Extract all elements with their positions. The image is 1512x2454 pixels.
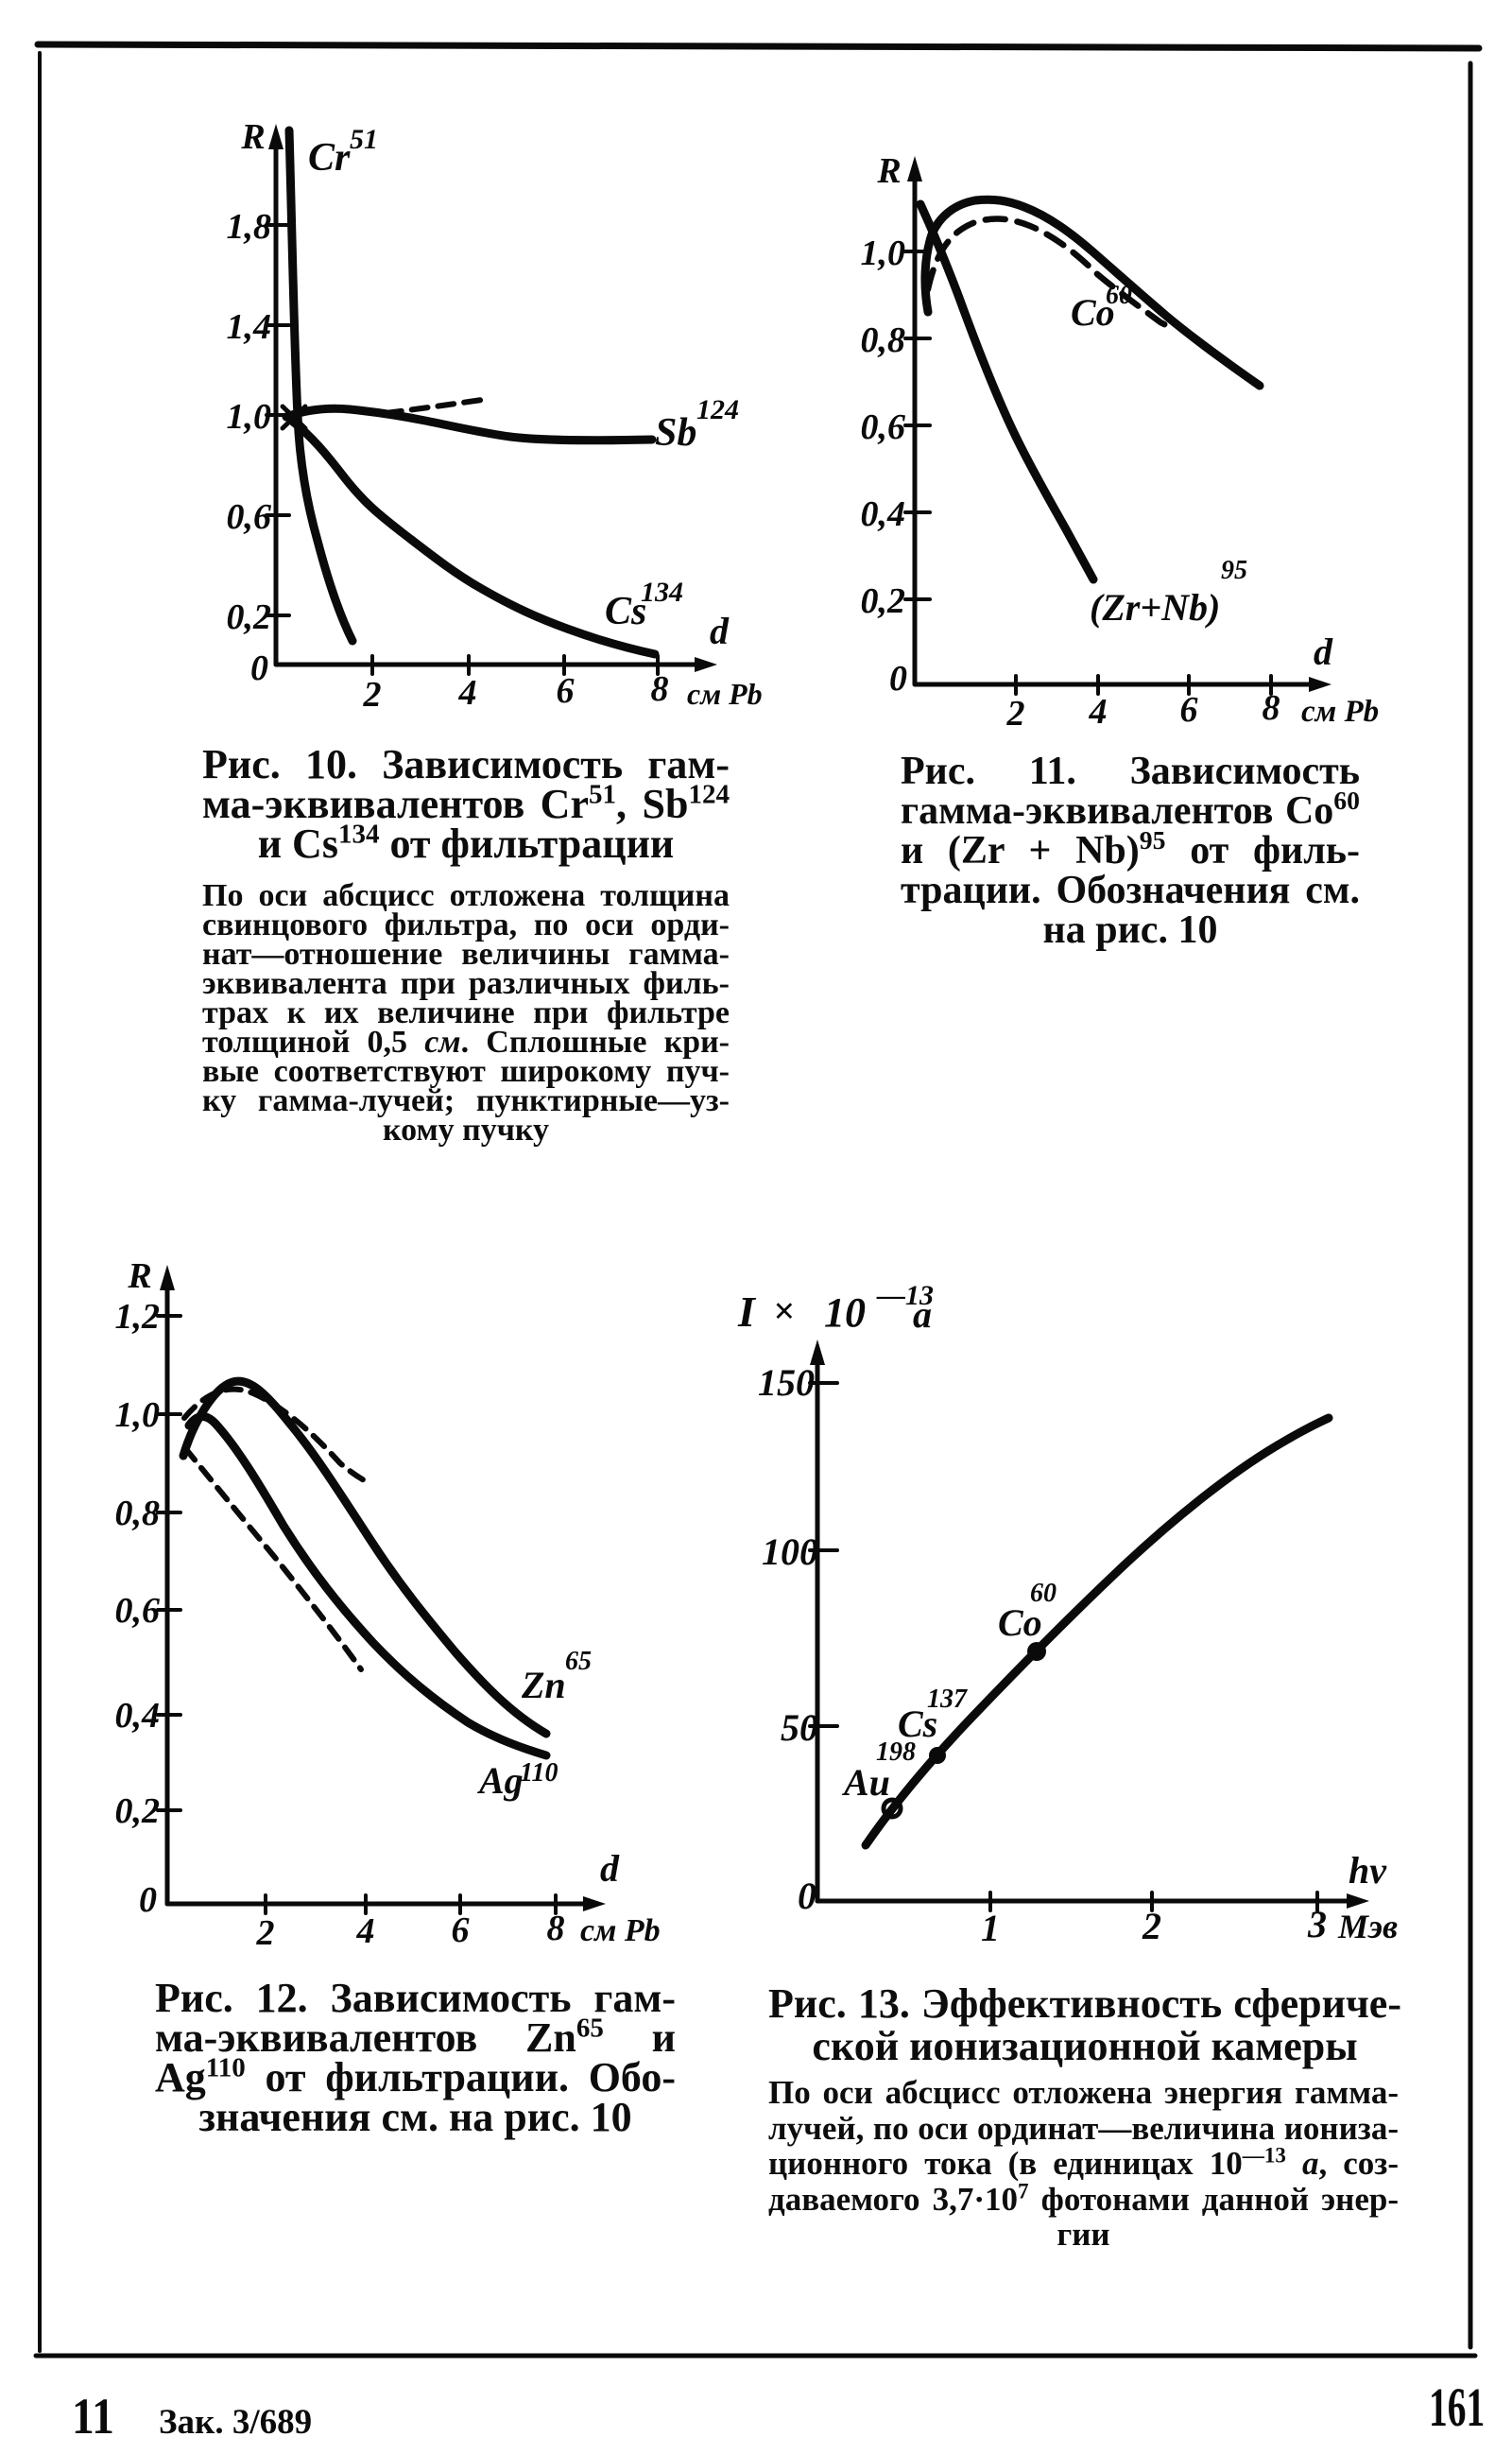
svg-text:I: I	[737, 1287, 757, 1336]
svg-text:0,6: 0,6	[227, 497, 272, 537]
svg-text:Cr: Cr	[308, 136, 351, 180]
svg-text:0,6: 0,6	[115, 1591, 161, 1631]
svg-text:2: 2	[363, 675, 382, 715]
svg-text:Co: Co	[998, 1601, 1042, 1644]
svg-text:—13: —13	[876, 1280, 934, 1311]
svg-text:0,2: 0,2	[115, 1791, 161, 1831]
svg-text:51: 51	[350, 124, 378, 155]
svg-text:2: 2	[1006, 694, 1025, 734]
svg-text:0: 0	[798, 1875, 816, 1917]
svg-text:Мэв: Мэв	[1337, 1908, 1398, 1945]
svg-text:(Zr+Nb): (Zr+Nb)	[1090, 586, 1220, 629]
svg-text:0,4: 0,4	[861, 494, 906, 534]
svg-text:8: 8	[547, 1909, 565, 1948]
svg-text:110: 110	[520, 1758, 558, 1788]
svg-text:R: R	[240, 117, 265, 157]
svg-text:Zn: Zn	[521, 1664, 566, 1706]
svg-text:124: 124	[696, 394, 739, 425]
svg-text:R: R	[876, 151, 901, 191]
svg-text:65: 65	[565, 1647, 592, 1676]
svg-text:d: d	[710, 610, 730, 652]
svg-text:Cs: Cs	[898, 1702, 937, 1745]
svg-text:4: 4	[458, 673, 477, 713]
svg-text:60: 60	[1106, 281, 1132, 310]
svg-text:0,8: 0,8	[115, 1494, 161, 1533]
svg-text:1,8: 1,8	[227, 207, 272, 247]
svg-text:a: a	[913, 1293, 932, 1336]
svg-text:137: 137	[927, 1685, 968, 1714]
svg-text:0,2: 0,2	[227, 597, 272, 637]
svg-text:198: 198	[876, 1737, 916, 1767]
svg-text:60: 60	[1030, 1579, 1057, 1608]
svg-text:2: 2	[1142, 1905, 1161, 1947]
svg-text:8: 8	[651, 669, 669, 709]
svg-text:1,2: 1,2	[115, 1297, 161, 1337]
svg-text:8: 8	[1263, 688, 1280, 728]
svg-text:0: 0	[139, 1880, 157, 1920]
svg-text:d: d	[600, 1847, 620, 1890]
svg-text:Cs: Cs	[605, 590, 646, 633]
svg-text:150: 150	[758, 1361, 815, 1404]
svg-text:Co: Co	[1071, 291, 1115, 334]
svg-text:4: 4	[1089, 692, 1108, 732]
svg-text:134: 134	[641, 577, 683, 608]
svg-text:10: 10	[824, 1289, 866, 1336]
svg-text:50: 50	[781, 1706, 818, 1749]
svg-text:0: 0	[889, 659, 907, 699]
svg-text:Au: Au	[841, 1761, 890, 1804]
svg-text:2: 2	[256, 1913, 275, 1953]
svg-text:×: ×	[773, 1289, 795, 1332]
svg-text:6: 6	[557, 671, 575, 711]
svg-text:hν: hν	[1349, 1849, 1387, 1892]
svg-text:Sb: Sb	[655, 411, 696, 455]
svg-text:см Pb: см Pb	[687, 677, 763, 711]
svg-text:3: 3	[1307, 1903, 1327, 1945]
svg-text:d: d	[1314, 631, 1333, 673]
svg-text:1: 1	[981, 1907, 1000, 1949]
svg-text:6: 6	[452, 1910, 470, 1950]
svg-text:1,0: 1,0	[861, 233, 906, 273]
svg-text:0,2: 0,2	[861, 581, 906, 621]
svg-text:95: 95	[1221, 556, 1247, 585]
svg-text:Ag: Ag	[476, 1759, 524, 1802]
svg-text:0,8: 0,8	[861, 320, 906, 360]
svg-text:1,0: 1,0	[115, 1395, 161, 1435]
svg-text:1,0: 1,0	[227, 397, 272, 437]
svg-text:1,4: 1,4	[227, 307, 272, 347]
svg-text:R: R	[127, 1256, 151, 1296]
svg-text:см Pb: см Pb	[580, 1913, 661, 1948]
svg-text:0,6: 0,6	[861, 407, 906, 447]
svg-text:4: 4	[356, 1911, 375, 1951]
svg-text:см Pb: см Pb	[1301, 695, 1379, 729]
svg-text:0: 0	[250, 648, 268, 688]
svg-text:0,4: 0,4	[115, 1696, 161, 1736]
svg-text:6: 6	[1180, 690, 1198, 730]
svg-text:100: 100	[762, 1530, 818, 1573]
